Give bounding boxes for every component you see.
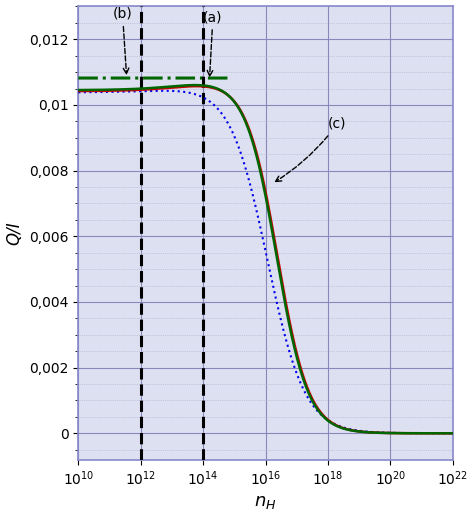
Y-axis label: Q/I: Q/I [6, 221, 24, 245]
Text: (b): (b) [113, 7, 132, 74]
X-axis label: $\mathit{n}_{\mathit{H}}$: $\mathit{n}_{\mathit{H}}$ [255, 493, 277, 511]
Text: (c): (c) [275, 117, 346, 181]
Text: (a): (a) [203, 10, 223, 76]
